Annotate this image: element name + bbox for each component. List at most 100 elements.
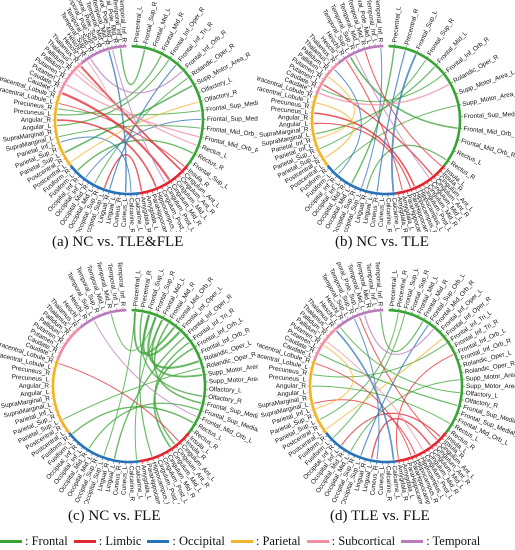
lobe-arc-p: [53, 94, 72, 167]
region-tick: [156, 312, 158, 316]
lobe-arc-s: [313, 326, 338, 361]
lobe-arc-o: [69, 164, 140, 196]
connection-chord: [61, 92, 171, 181]
region-tick: [416, 49, 419, 53]
legend-label-subcortical: : Subcortical: [331, 533, 396, 548]
region-tick: [55, 142, 59, 145]
region-tick: [65, 338, 69, 341]
region-tick: [315, 149, 319, 152]
region-tick: [149, 309, 151, 313]
region-tick: [53, 409, 57, 411]
region-tick: [99, 48, 101, 52]
region-tick: [55, 356, 59, 359]
region-tick: [457, 139, 461, 141]
connection-chord: [319, 312, 399, 420]
connection-chord: [391, 54, 417, 192]
region-tick: [103, 47, 105, 51]
region-tick: [113, 192, 115, 196]
connection-chord: [134, 319, 163, 460]
region-label: Cuneus_R: [112, 465, 123, 496]
region-tick: [430, 179, 433, 182]
region-tick: [341, 320, 345, 323]
region-label: Temporal_Inf_R: [118, 0, 128, 43]
region-tick: [86, 449, 89, 453]
region-tick: [107, 459, 109, 463]
connection-chord: [70, 101, 199, 163]
region-tick: [439, 329, 442, 333]
region-tick: [325, 334, 329, 337]
region-tick: [53, 101, 58, 104]
connection-chord: [320, 74, 443, 103]
region-tick: [398, 192, 400, 196]
connection-chord: [113, 336, 185, 459]
region-label: Angular_L: [22, 123, 52, 132]
region-label: Supp_Motor_Area_R: [209, 375, 258, 385]
region-tick: [451, 346, 455, 349]
region-tick: [459, 405, 463, 408]
region-tick: [434, 443, 438, 447]
region-tick: [334, 62, 337, 66]
region-tick: [55, 414, 59, 417]
connection-chord: [370, 417, 431, 459]
connection-chord: [360, 324, 429, 456]
lobe-arc-p: [308, 359, 328, 434]
legend-temporal: : Temporal: [401, 534, 480, 549]
region-tick: [194, 423, 198, 426]
region-tick: [97, 187, 100, 191]
region-tick: [59, 346, 63, 350]
region-tick: [166, 451, 169, 455]
region-tick: [61, 425, 65, 428]
region-tick: [398, 460, 400, 464]
region-label: Supp_Motor_Area_L: [465, 371, 515, 383]
region-tick: [352, 50, 355, 54]
region-tick: [364, 459, 366, 463]
region-tick: [69, 167, 73, 170]
region-tick: [431, 446, 434, 450]
region-tick: [57, 90, 61, 93]
region-tick: [183, 438, 187, 442]
lobe-arc-f: [388, 308, 464, 434]
region-tick: [57, 351, 61, 354]
connection-chord: [318, 83, 450, 106]
legend-parietal: : Parietal: [230, 534, 301, 549]
region-tick: [450, 81, 454, 84]
connection-chord: [57, 55, 162, 116]
region-tick: [320, 158, 324, 161]
region-tick: [181, 171, 185, 174]
region-tick: [368, 44, 371, 48]
legend-label-occipital: : Occipital: [172, 533, 225, 548]
region-tick: [404, 309, 407, 313]
region-tick: [64, 77, 68, 80]
region-label: Angular_R: [21, 117, 52, 124]
region-tick: [189, 161, 193, 164]
connection-chord: [359, 316, 438, 440]
region-label: Calcarine_L: [133, 197, 143, 232]
region-tick: [457, 412, 461, 414]
region-label: Angular_L: [279, 120, 309, 128]
region-label: Precentral_L: [132, 269, 142, 306]
connection-chord: [364, 314, 434, 355]
region-label: Calcarine_R: [385, 466, 393, 502]
region-label: Frontal_Sup_Medial_R: [207, 115, 258, 123]
connection-chord: [103, 154, 143, 192]
connection-chord: [90, 58, 183, 94]
region-tick: [338, 446, 341, 450]
region-label: Angular_R: [276, 383, 307, 390]
region-tick: [97, 313, 100, 317]
region-tick: [190, 429, 194, 432]
connection-chord: [345, 59, 403, 191]
connection-chord: [322, 84, 433, 176]
region-tick: [179, 442, 183, 445]
region-label: Calcarine_R: [127, 198, 135, 232]
connection-chord: [154, 341, 190, 445]
region-label: Angular_L: [277, 389, 307, 398]
connection-chord: [119, 48, 146, 86]
region-tick: [200, 410, 204, 412]
region-label: Cuneus_L: [121, 465, 129, 495]
connection-chord: [334, 69, 362, 175]
region-tick: [54, 136, 58, 139]
lobe-arc-l: [396, 431, 447, 463]
region-tick: [175, 445, 178, 449]
legend-subcortical: : Subcortical: [306, 533, 396, 549]
region-tick: [310, 106, 314, 108]
